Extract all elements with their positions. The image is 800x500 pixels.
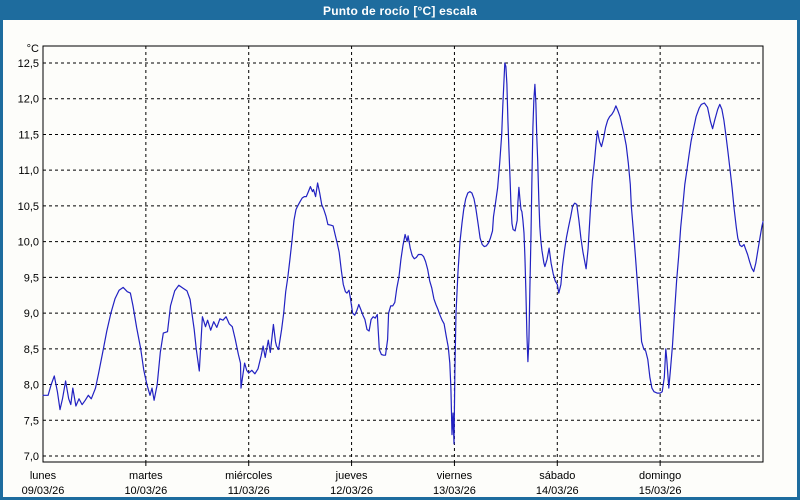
y-tick-label: 12,0 bbox=[18, 94, 39, 106]
x-date-label: 13/03/26 bbox=[433, 485, 476, 497]
y-tick-label: 10,5 bbox=[18, 201, 39, 213]
dewpoint-line bbox=[42, 62, 764, 445]
x-date-label: 14/03/26 bbox=[536, 485, 579, 497]
x-day-label: miércoles bbox=[225, 470, 273, 482]
y-tick-label: 8,5 bbox=[24, 344, 39, 356]
dewpoint-chart: 12,5 12,0 11,5 11,0 10,5 10,0 9,5 9,0 8,5 8,0 7,5 7… bbox=[18, 43, 764, 497]
x-date-label: 12/03/26 bbox=[330, 485, 373, 497]
y-tick-label: 11,0 bbox=[18, 165, 39, 177]
y-tick-label: 9,5 bbox=[24, 272, 39, 284]
y-tick-label: 12,5 bbox=[18, 58, 39, 70]
window-title-bar: Punto de rocío [°C] escala bbox=[3, 3, 797, 20]
y-axis-unit-label: °C bbox=[27, 43, 39, 55]
x-date-label: 11/03/26 bbox=[228, 485, 270, 497]
x-date-label: 10/03/26 bbox=[124, 485, 167, 497]
y-tick-label: 7,0 bbox=[24, 451, 39, 463]
x-day-label: martes bbox=[129, 470, 163, 482]
x-date-label: 09/03/26 bbox=[22, 485, 65, 497]
x-day-label: sábado bbox=[539, 470, 575, 482]
x-day-label: lunes bbox=[30, 470, 57, 482]
y-tick-label: 9,0 bbox=[24, 308, 39, 320]
plot-area bbox=[42, 45, 764, 463]
y-tick-label: 7,5 bbox=[24, 415, 39, 427]
x-day-label: viernes bbox=[437, 470, 473, 482]
x-day-label: domingo bbox=[639, 470, 681, 482]
y-tick-label: 8,0 bbox=[24, 380, 39, 392]
x-date-label: 15/03/26 bbox=[639, 485, 682, 497]
x-day-label: jueves bbox=[335, 470, 368, 482]
y-tick-label: 11,5 bbox=[18, 129, 39, 141]
page-title: Punto de rocío [°C] escala bbox=[322, 4, 478, 18]
y-tick-label: 10,0 bbox=[18, 237, 39, 249]
